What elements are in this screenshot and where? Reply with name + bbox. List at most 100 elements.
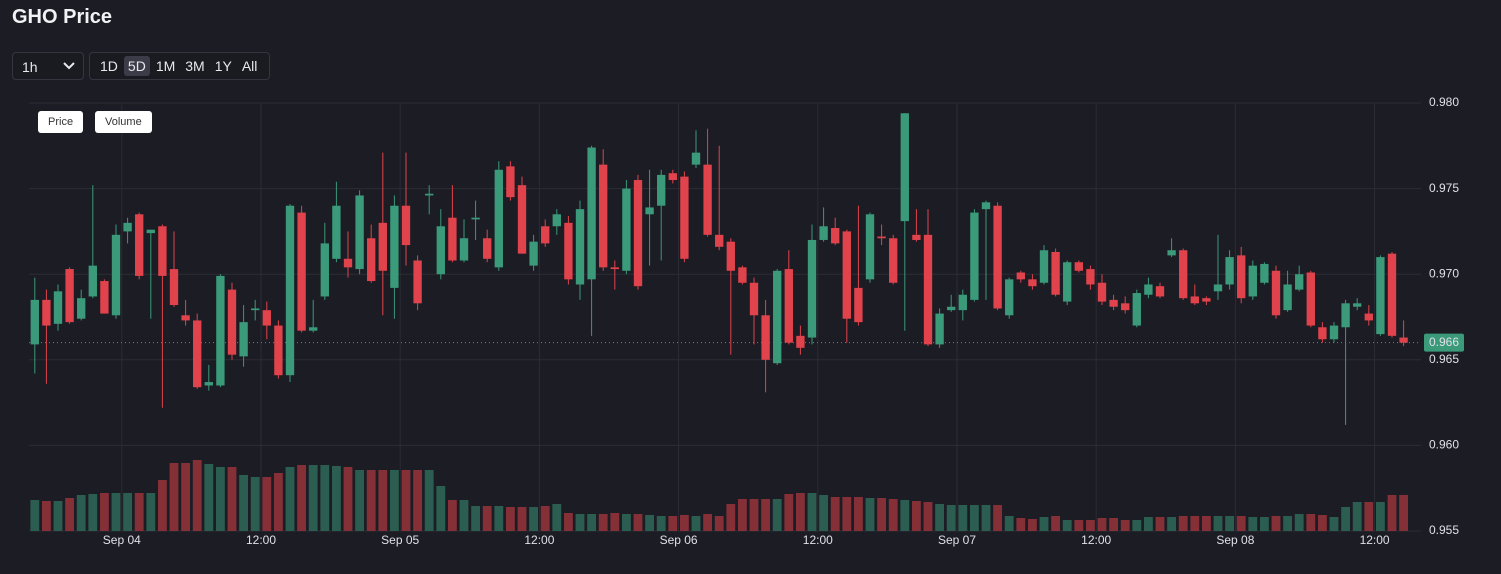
- volume-bar: [53, 501, 63, 531]
- volume-bar: [1352, 502, 1362, 531]
- volume-bar: [1271, 516, 1281, 531]
- candle-body: [1248, 265, 1257, 297]
- volume-bar: [749, 499, 759, 531]
- volume-bar: [1190, 516, 1200, 531]
- volume-bar: [935, 504, 945, 531]
- candle-body: [448, 217, 457, 261]
- candle-body: [1387, 253, 1397, 336]
- candle-body: [842, 231, 851, 319]
- volume-bar: [1283, 516, 1293, 531]
- candle-body: [285, 205, 295, 376]
- volume-bar: [1109, 518, 1119, 531]
- volume-bar: [1341, 507, 1351, 531]
- volume-bar: [262, 477, 272, 531]
- volume-bar: [563, 513, 573, 531]
- candle-body: [517, 185, 527, 254]
- volume-bar: [99, 493, 109, 531]
- candle-body: [1074, 262, 1083, 271]
- candle-body: [1225, 257, 1234, 285]
- range-button[interactable]: 1M: [152, 56, 179, 76]
- candle-body: [784, 269, 793, 343]
- volume-bar: [250, 477, 260, 531]
- range-button[interactable]: 5D: [123, 56, 150, 76]
- candle-body: [367, 238, 376, 282]
- volume-bar: [714, 516, 724, 531]
- candle-body: [1028, 279, 1037, 287]
- candle-body: [355, 195, 364, 270]
- volume-bar: [517, 507, 527, 531]
- volume-bar: [969, 505, 979, 531]
- candle-body: [274, 325, 283, 376]
- volume-bar: [1074, 520, 1084, 531]
- candle-body: [262, 310, 271, 326]
- volume-bar: [436, 486, 446, 531]
- candle-body: [610, 267, 619, 270]
- candle-body: [1376, 257, 1385, 335]
- volume-bar: [911, 501, 921, 531]
- candle-body: [123, 222, 132, 232]
- volume-bar: [169, 463, 179, 531]
- candle-body: [425, 193, 434, 196]
- volume-bar: [1004, 516, 1014, 531]
- volume-bar: [331, 466, 341, 531]
- volume-bar: [320, 465, 330, 531]
- volume-bar: [297, 465, 307, 531]
- range-button[interactable]: 1D: [96, 56, 122, 76]
- candle-body: [401, 205, 411, 246]
- volume-bar: [795, 493, 805, 531]
- volume-bar: [134, 493, 144, 531]
- candle-body: [471, 217, 480, 220]
- volume-bar: [1364, 502, 1374, 531]
- volume-bar: [923, 502, 933, 531]
- volume-bar: [401, 470, 411, 531]
- range-button[interactable]: 3M: [181, 56, 208, 76]
- volume-bar: [1167, 517, 1177, 531]
- range-button[interactable]: 1Y: [211, 56, 236, 76]
- x-tick-label: 12:00: [246, 533, 276, 547]
- last-price-badge: [1424, 333, 1464, 352]
- price-toggle[interactable]: Price: [38, 111, 84, 133]
- candle-body: [1109, 299, 1118, 307]
- candle-body: [216, 275, 225, 386]
- candle-body: [181, 315, 190, 321]
- volume-bar: [1155, 517, 1165, 531]
- x-tick-label: 12:00: [1081, 533, 1111, 547]
- candle-body: [796, 335, 805, 348]
- volume-bar: [993, 505, 1003, 531]
- candle-body: [158, 226, 167, 276]
- interval-dropdown[interactable]: 1h: [12, 52, 84, 80]
- candle-body: [819, 226, 828, 240]
- range-button[interactable]: All: [238, 56, 262, 76]
- volume-bar: [366, 470, 376, 531]
- candle-body: [854, 287, 863, 323]
- candle-body: [935, 313, 944, 345]
- volume-bar: [1306, 514, 1316, 531]
- volume-bar: [1120, 520, 1130, 531]
- volume-bar: [30, 500, 40, 531]
- candle-body: [88, 265, 97, 297]
- candle-body: [53, 291, 63, 324]
- candle-body: [135, 214, 144, 276]
- volume-bar: [447, 500, 457, 531]
- candle-body: [1121, 303, 1130, 311]
- volume-bar: [88, 494, 98, 531]
- volume-bar: [575, 514, 585, 531]
- candle-body: [227, 289, 237, 355]
- candle-body: [1005, 279, 1014, 316]
- candle-body: [958, 294, 967, 311]
- volume-toggle[interactable]: Volume: [95, 111, 152, 133]
- candle-body: [947, 306, 956, 311]
- volume-bar: [888, 499, 898, 531]
- volume-bar: [946, 505, 956, 531]
- volume-bar: [1329, 517, 1339, 531]
- volume-bar: [819, 495, 829, 531]
- volume-bar: [459, 500, 469, 531]
- volume-bar: [181, 463, 191, 531]
- candle-body: [30, 299, 39, 345]
- candle-body: [390, 205, 399, 288]
- x-tick-label: Sep 04: [103, 533, 141, 547]
- candle-body: [668, 173, 677, 181]
- volume-bar: [1027, 519, 1037, 531]
